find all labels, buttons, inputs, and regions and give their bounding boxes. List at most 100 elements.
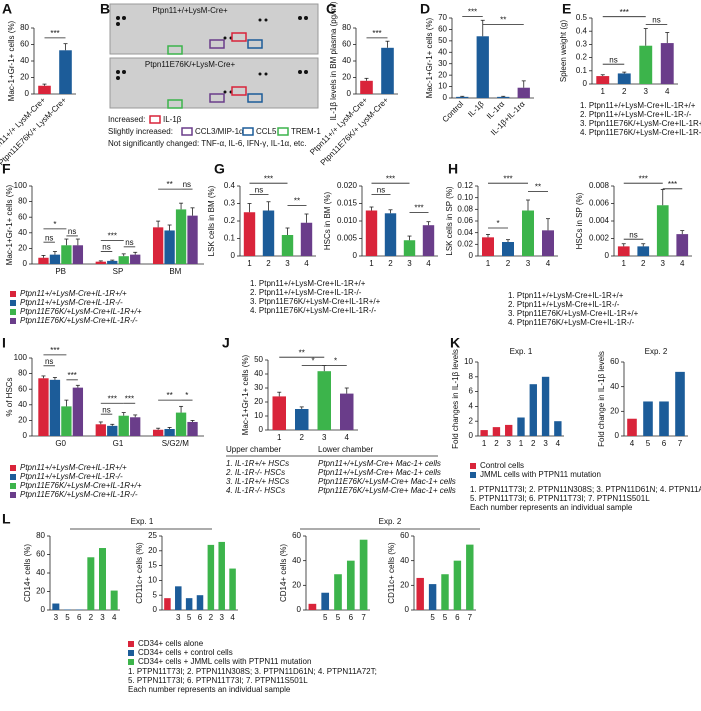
y-tick-label: 0.015 [337, 199, 358, 208]
bar [38, 257, 49, 264]
x-tick-label: 2 [641, 259, 646, 268]
x-tick-label: 4 [230, 613, 235, 622]
y-tick-label: 60 [18, 384, 27, 393]
note: Each number represents an individual sam… [470, 503, 633, 512]
note: 4. Ptpn11E76K/+LysM-Cre+IL-1R-/- [580, 128, 701, 137]
panel-letter: E [562, 1, 571, 17]
y-tick-label: 40 [292, 556, 301, 565]
chart-title: Exp. 1 [510, 347, 533, 356]
bar [554, 421, 562, 436]
sig-label: ** [166, 391, 172, 400]
sig-label: * [334, 357, 337, 366]
sig-label: ns [652, 16, 660, 25]
y-tick-label: 0.010 [337, 216, 358, 225]
sig-label: *** [668, 180, 677, 189]
bar [617, 246, 630, 256]
bar [466, 544, 474, 610]
bar [340, 393, 354, 430]
bar [95, 261, 106, 264]
y-tick-label: 0.4 [576, 26, 588, 35]
sig-label: ** [500, 16, 506, 25]
bar [360, 80, 373, 94]
bar [130, 417, 141, 436]
x-tick-label: 7 [361, 613, 366, 622]
bar [676, 234, 689, 256]
y-tick-label: 0 [23, 431, 28, 440]
bar [522, 210, 534, 256]
y-tick-label: 0 [297, 605, 302, 614]
x-tick-label: IL-1β [466, 99, 486, 119]
table-header: Lower chamber [318, 445, 373, 454]
sig-label: ns [68, 227, 76, 236]
y-tick-label: 20 [292, 580, 301, 589]
x-tick-label: Control [441, 99, 466, 124]
bar [502, 242, 514, 256]
x-tick-label: 2 [89, 613, 94, 622]
legend-swatch [10, 465, 16, 471]
bar [130, 254, 141, 264]
x-tick-label: 5 [323, 613, 328, 622]
bar [403, 240, 416, 256]
legend-swatch [10, 291, 16, 297]
panel-letter: I [2, 335, 6, 351]
legend-swatch [10, 318, 16, 324]
y-tick-label: 4 [469, 402, 474, 411]
sig-label: *** [50, 346, 59, 355]
x-tick-label: 5 [336, 613, 341, 622]
x-tick-label: 5 [646, 439, 651, 448]
y-axis-label: CD11c+ cells (%) [135, 542, 144, 604]
y-tick-label: 0 [583, 79, 588, 88]
bar [453, 560, 462, 610]
blot-title: Ptpn11E76K/+LysM-Cre+ [145, 60, 236, 69]
y-tick-label: 0.3 [576, 40, 588, 49]
sig-label: *** [372, 29, 381, 38]
x-tick-label: 3 [506, 439, 511, 448]
x-tick-label: 2 [266, 259, 271, 268]
y-tick-label: 100 [14, 181, 28, 190]
x-tick-label: 3 [526, 259, 531, 268]
bar [384, 213, 397, 256]
y-tick-label: 60 [20, 40, 29, 49]
bar [164, 598, 171, 610]
y-tick-label: 40 [18, 400, 27, 409]
bar [59, 50, 72, 94]
x-tick-label: 2 [494, 439, 499, 448]
y-axis-label: Spleen weight (g) [559, 20, 568, 83]
x-tick-label: 7 [468, 613, 473, 622]
bar [99, 548, 106, 610]
x-tick-label: 3 [219, 613, 224, 622]
y-tick-label: 0 [347, 89, 352, 98]
y-tick-label: 40 [400, 556, 409, 565]
bar [49, 379, 61, 436]
legend-swatch [10, 483, 16, 489]
table-cell: 2. IL-1R-/- HSCs [225, 468, 285, 477]
x-tick-label: 4 [112, 613, 117, 622]
x-tick-label: G1 [113, 439, 124, 448]
sig-label: ns [629, 230, 637, 239]
x-tick-label: 6 [349, 613, 354, 622]
x-tick-label: 3 [176, 613, 181, 622]
legend-label: TREM-1 [291, 127, 321, 136]
y-tick-label: 20 [610, 406, 619, 415]
bar [107, 425, 118, 436]
note: 1. Ptpn11+/+LysM-Cre+IL-1R+/+ [580, 101, 696, 110]
y-tick-label: 0.002 [589, 234, 610, 243]
y-tick-label: 20 [20, 73, 29, 82]
legend-label: Ptpn11+/+LysM-Cre+IL-1R+/+ [20, 289, 127, 298]
bar [492, 427, 501, 436]
legend-label: CD34+ cells alone [138, 639, 204, 648]
blot-title: Ptpn11+/+LysM-Cre+ [152, 6, 228, 15]
y-tick-label: 30 [254, 383, 263, 392]
sig-label: * [311, 357, 314, 366]
note: 3. Ptpn11E76K/+LysM-Cre+IL-1R+/+ [250, 297, 381, 306]
x-tick-label: 3 [644, 87, 649, 96]
legend-label: Ptpn11+/+LysM-Cre+IL-1R-/- [20, 472, 123, 481]
legend-swatch [128, 650, 134, 656]
legend-swatch [10, 492, 16, 498]
x-tick-label: 5 [187, 613, 192, 622]
note: 1. Ptpn11+/+LysM-Cre+IL-1R+/+ [250, 279, 366, 288]
x-tick-label: 1 [486, 259, 491, 268]
bar [317, 371, 331, 430]
y-tick-label: 8 [469, 372, 474, 381]
y-axis-label: Mac-1+Gr-1+ cells (%) [7, 20, 16, 101]
